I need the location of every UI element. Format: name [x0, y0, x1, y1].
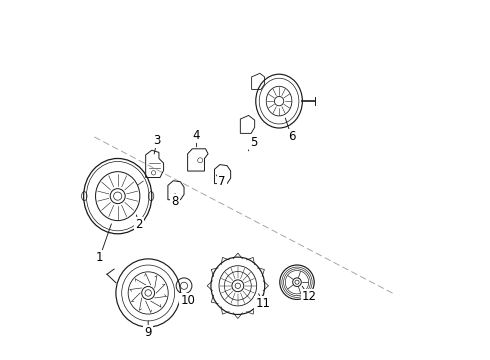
- Text: 9: 9: [145, 326, 152, 339]
- Text: 5: 5: [250, 136, 258, 149]
- Text: 8: 8: [172, 195, 179, 208]
- Text: 1: 1: [96, 251, 103, 264]
- Text: 2: 2: [135, 218, 143, 231]
- Text: 7: 7: [218, 175, 225, 188]
- Text: 12: 12: [302, 290, 317, 303]
- Text: 10: 10: [180, 294, 195, 307]
- Text: 6: 6: [288, 130, 295, 144]
- Text: 4: 4: [193, 129, 200, 142]
- Text: 3: 3: [153, 134, 161, 147]
- Text: 11: 11: [255, 297, 270, 310]
